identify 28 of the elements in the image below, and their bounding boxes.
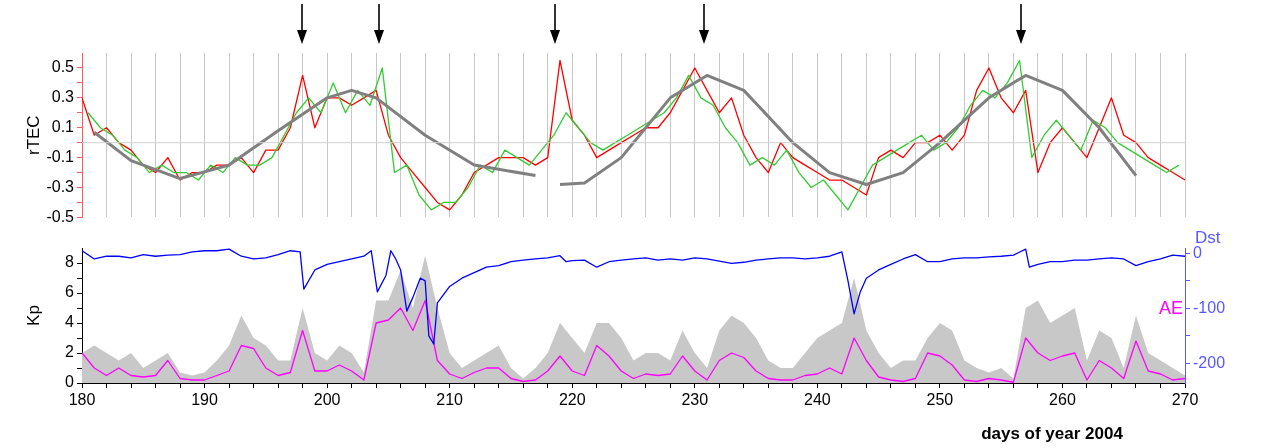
x-tick-label: 250	[926, 391, 954, 409]
y-axis-title: rTEC	[23, 115, 43, 156]
y2-tick-label: 0	[1193, 243, 1202, 261]
x-tick-label: 260	[1049, 391, 1076, 409]
x-tick-label: 270	[1171, 391, 1199, 409]
y-tick-label: 0	[65, 373, 75, 391]
y-tick-label: 6	[65, 283, 75, 301]
y-tick-label: 8	[65, 253, 75, 271]
y-tick-label: 0.1	[51, 118, 75, 136]
series-label: AE	[1158, 297, 1183, 318]
y2-tick-label: -100	[1193, 298, 1226, 316]
y-tick-label: 0.5	[51, 58, 75, 76]
x-tick-label: 210	[436, 391, 464, 409]
y-tick-label: -0.5	[46, 207, 75, 225]
x-tick-label: 240	[803, 391, 831, 409]
x-tick-label: 230	[681, 391, 709, 409]
y-tick-label: 0.3	[51, 88, 75, 106]
x-tick-label: 200	[313, 391, 341, 409]
x-axis-title: days of year 2004	[981, 424, 1124, 444]
y2-tick-label: -200	[1193, 353, 1226, 371]
x-tick-label: 190	[191, 391, 218, 409]
y-tick-label: 4	[65, 313, 75, 331]
y-axis-title: Kp	[23, 305, 43, 326]
x-tick-label: 220	[558, 391, 586, 409]
y-tick-label: -0.3	[46, 177, 75, 195]
y-tick-label: -0.1	[46, 148, 75, 166]
y-tick-label: 2	[65, 343, 75, 361]
x-tick-label: 180	[68, 391, 96, 409]
